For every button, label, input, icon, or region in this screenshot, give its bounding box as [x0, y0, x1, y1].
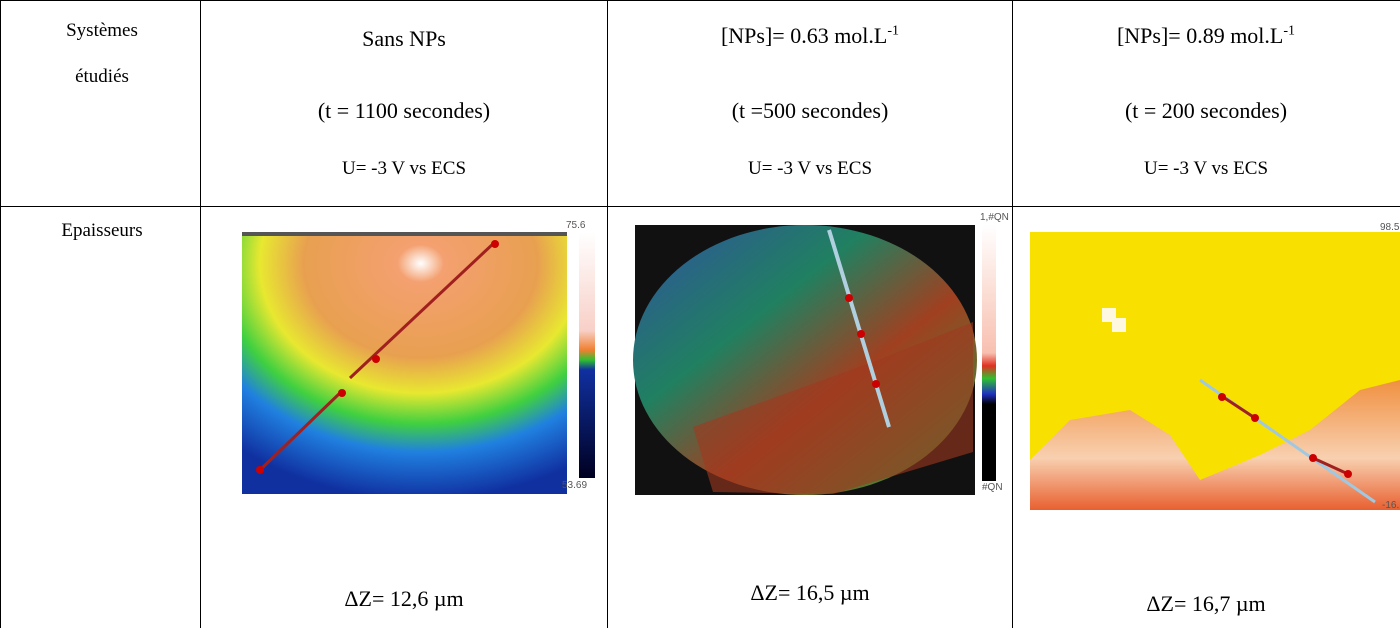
- thickness-map: [633, 225, 996, 495]
- column-time: (t =500 secondes): [731, 98, 889, 123]
- column-title: Sans NPs: [362, 26, 446, 51]
- column-time: (t = 1100 secondes): [317, 98, 491, 123]
- scale-label: 75.6: [566, 220, 586, 231]
- rule: [607, 0, 608, 628]
- column-potential: U= -3 V vs ECS: [341, 158, 467, 179]
- column-title: [NPs]= 0.63 mol.L-1: [721, 23, 899, 49]
- scale-label: -16.: [1382, 500, 1400, 511]
- thickness-delta: ΔZ= 16,7 µm: [1146, 591, 1266, 616]
- thickness-map: [242, 232, 595, 494]
- scale-label: #QN: [982, 482, 1003, 493]
- rule: [200, 0, 201, 628]
- row-label: étudiés: [75, 66, 129, 87]
- rule: [0, 206, 1400, 207]
- thickness-delta: ΔZ= 16,5 µm: [750, 580, 870, 605]
- rule: [0, 0, 1400, 1]
- scale-label: 98.5: [1380, 222, 1400, 233]
- rule: [1012, 0, 1013, 628]
- thickness-map: [1030, 232, 1400, 510]
- column-potential: U= -3 V vs ECS: [747, 158, 873, 179]
- row-label: Systèmes: [66, 20, 138, 41]
- rule: [0, 0, 1, 628]
- column-title-text: [NPs]= 0.63 mol.L: [720, 23, 888, 48]
- column-title-sup: -1: [1283, 23, 1296, 39]
- thickness-delta: ΔZ= 12,6 µm: [344, 586, 464, 611]
- column-potential: U= -3 V vs ECS: [1143, 158, 1269, 179]
- column-title: [NPs]= 0.89 mol.L-1: [1117, 23, 1295, 49]
- column-title-text: [NPs]= 0.89 mol.L: [1116, 23, 1284, 48]
- column-time: (t = 200 secondes): [1124, 98, 1288, 123]
- row-label: Epaisseurs: [61, 220, 143, 241]
- column-title-sup: -1: [887, 23, 900, 39]
- scale-label: 53.69: [562, 480, 588, 491]
- scale-label: 1,#QN: [980, 212, 1009, 223]
